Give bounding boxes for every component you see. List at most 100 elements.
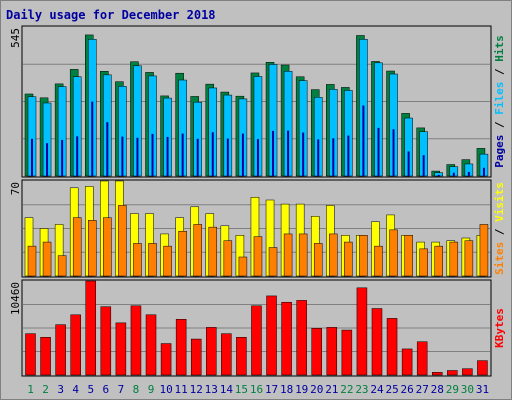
- bar-kbytes-19: [296, 300, 307, 376]
- bar-kbytes-8: [130, 305, 142, 376]
- x-tick-label: 8: [133, 383, 140, 396]
- axis-label-kbytes: KBytes: [493, 308, 506, 348]
- x-tick-label: 22: [340, 383, 353, 396]
- x-tick-label: 20: [310, 383, 323, 396]
- axis-label-hits: Hits: [493, 35, 506, 62]
- bar-sites-10: [163, 245, 172, 277]
- bar-sites-22: [344, 241, 353, 277]
- bar-kbytes-3: [55, 324, 66, 376]
- bar-pages-21: [332, 138, 335, 176]
- panel-frame-visits-sites: [21, 179, 492, 278]
- bar-kbytes-4: [70, 314, 81, 376]
- x-tick-label: 2: [42, 383, 49, 396]
- bar-sites-8: [133, 243, 142, 277]
- bar-kbytes-26: [401, 348, 413, 376]
- bar-sites-24: [374, 245, 383, 277]
- bar-sites-15: [238, 256, 248, 277]
- bar-pages-17: [272, 130, 275, 176]
- bar-kbytes-31: [477, 360, 488, 376]
- bar-pages-7: [121, 136, 124, 176]
- bar-kbytes-16: [251, 305, 262, 376]
- axis-label-pages: Pages: [493, 135, 506, 168]
- bar-kbytes-5: [85, 280, 97, 376]
- axis-label-sites: Sites: [493, 242, 506, 275]
- bar-kbytes-23: [356, 287, 368, 376]
- bar-sites-17: [268, 247, 278, 277]
- x-tick-label: 14: [220, 383, 234, 396]
- bar-sites-1: [27, 245, 37, 277]
- bar-sites-16: [253, 236, 263, 277]
- bar-pages-20: [317, 139, 320, 176]
- x-tick-label: 17: [265, 383, 278, 396]
- x-tick-label: 31: [476, 383, 489, 396]
- bar-kbytes-13: [206, 327, 217, 376]
- bar-kbytes-9: [145, 314, 157, 376]
- bar-pages-16: [256, 139, 259, 176]
- bar-kbytes-21: [326, 327, 338, 376]
- bar-kbytes-12: [190, 338, 202, 376]
- x-tick-label: 4: [72, 383, 79, 396]
- bar-pages-30: [467, 171, 470, 176]
- axis-label-files: Files: [493, 82, 506, 115]
- x-tick-label: 12: [190, 383, 203, 396]
- bar-pages-27: [422, 155, 425, 176]
- bar-pages-23: [362, 105, 365, 176]
- bar-pages-19: [302, 132, 305, 176]
- bar-kbytes-24: [371, 308, 383, 376]
- bar-pages-22: [347, 135, 350, 176]
- panel-kbytes: 10460 KBytes: [9, 279, 506, 377]
- chart-title: Daily usage for December 2018: [6, 8, 216, 22]
- bar-kbytes-1: [25, 333, 36, 376]
- chart-panels: 545 Pages / Files / Hits 70 Sites / Visits 1…: [9, 25, 506, 377]
- bar-sites-5: [88, 220, 97, 277]
- x-tick-label: 18: [280, 383, 293, 396]
- x-tick-label: 9: [148, 383, 155, 396]
- bar-pages-29: [452, 172, 455, 176]
- bar-sites-18: [283, 233, 293, 277]
- x-tick-label: 3: [57, 383, 64, 396]
- x-tick-label: 10: [159, 383, 172, 396]
- bar-sites-3: [57, 255, 67, 277]
- bar-kbytes-25: [386, 318, 398, 376]
- axis-label-separator: /: [493, 115, 506, 135]
- bar-pages-10: [166, 136, 169, 176]
- bar-sites-26: [404, 235, 413, 277]
- x-tick-label: 1: [27, 383, 34, 396]
- panel-visits-sites: 70 Sites / Visits: [9, 179, 506, 278]
- axis-label-separator: /: [493, 62, 506, 82]
- x-tick-label: 19: [295, 383, 308, 396]
- x-tick-label: 21: [325, 383, 338, 396]
- bar-pages-25: [392, 129, 395, 176]
- bar-sites-28: [434, 245, 443, 277]
- bar-sites-4: [72, 217, 82, 277]
- x-tick-label: 6: [103, 383, 110, 396]
- bar-kbytes-27: [416, 341, 428, 376]
- bar-pages-5: [91, 101, 94, 176]
- max-label-visits-sites: 70: [9, 182, 22, 195]
- bar-pages-2: [46, 143, 49, 176]
- bar-sites-30: [464, 240, 474, 277]
- bar-sites-19: [298, 233, 308, 277]
- x-tick-label: 27: [416, 383, 429, 396]
- bar-sites-13: [208, 226, 218, 277]
- bar-kbytes-10: [160, 343, 172, 376]
- x-tick-label: 25: [385, 383, 398, 396]
- x-tick-label: 16: [250, 383, 263, 396]
- x-tick-label: 29: [446, 383, 459, 396]
- bar-pages-3: [61, 139, 64, 176]
- x-tick-label: 5: [87, 383, 94, 396]
- bar-kbytes-11: [175, 319, 187, 376]
- bar-pages-13: [211, 132, 214, 176]
- bar-pages-1: [31, 138, 33, 176]
- bar-pages-31: [482, 167, 485, 176]
- bar-kbytes-20: [311, 328, 322, 376]
- bar-sites-27: [419, 248, 428, 277]
- bar-pages-4: [76, 136, 79, 176]
- x-tick-label: 28: [431, 383, 444, 396]
- bar-sites-2: [42, 241, 52, 277]
- x-axis-day-labels: 1 2 3 4 5 6 7 8 9 10 11 12 13 14 15 16 17 18 19 20 21 22 23 24 2…: [27, 383, 489, 396]
- x-tick-label: 7: [118, 383, 125, 396]
- bar-kbytes-14: [221, 333, 232, 376]
